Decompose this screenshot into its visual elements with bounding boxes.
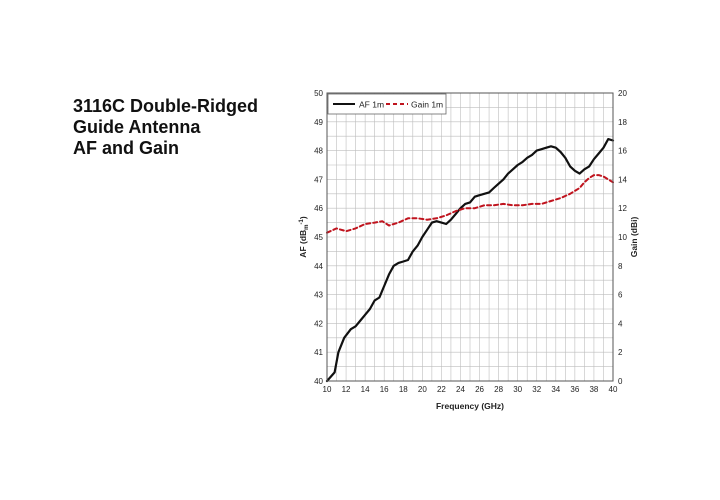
x-tick-label: 26 [475,385,484,394]
series-group [325,138,615,383]
y-right-tick-label: 18 [618,118,627,127]
x-tick-label: 36 [570,385,579,394]
x-tick-labels: 10 12 14 16 18 20 22 24 26 28 30 32 34 36 38 40 [323,385,618,394]
y-left-tick-label: 45 [314,233,323,242]
legend: AF 1m Gain 1m [327,93,447,115]
y-right-axis-label: Gain (dBi) [629,217,639,258]
x-tick-label: 12 [342,385,351,394]
x-tick-label: 30 [513,385,522,394]
x-tick-label: 16 [380,385,389,394]
chart-heading: 3116C Double-Ridged Guide Antenna AF and… [73,96,258,159]
y-right-tick-label: 6 [618,291,623,300]
x-tick-label: 32 [532,385,541,394]
x-tick-label: 22 [437,385,446,394]
x-tick-label: 28 [494,385,503,394]
y-left-tick-labels: 40 41 42 43 44 45 46 47 48 49 50 [314,89,323,386]
plot-frame [326,92,614,382]
y-right-tick-label: 16 [618,147,627,156]
y-right-tick-label: 20 [618,89,627,98]
y-left-tick-label: 50 [314,89,323,98]
x-tick-label: 14 [361,385,370,394]
y-left-tick-label: 40 [314,377,323,386]
grid [327,93,613,381]
y-right-tick-label: 8 [618,262,623,271]
y-left-tick-label: 49 [314,118,323,127]
heading-line-1: 3116C Double-Ridged [73,96,259,116]
heading-line-3: AF and Gain [73,138,180,158]
heading-line-2: Guide Antenna [73,117,201,137]
y-right-tick-label: 10 [618,233,627,242]
y-right-tick-labels: 0 2 4 6 8 10 12 14 16 18 20 [618,89,627,386]
x-tick-label: 38 [589,385,598,394]
legend-label-gain: Gain 1m [411,100,443,110]
y-left-axis-label: AF (dBm-1) [298,216,310,258]
x-tick-label: 40 [609,385,618,394]
x-tick-label: 20 [418,385,427,394]
y-left-tick-label: 41 [314,348,323,357]
x-tick-label: 10 [323,385,332,394]
y-right-tick-label: 0 [618,377,623,386]
y-left-tick-label: 43 [314,291,323,300]
y-right-tick-label: 2 [618,348,623,357]
y-left-tick-label: 46 [314,204,323,213]
y-left-tick-label: 44 [314,262,323,271]
x-tick-label: 18 [399,385,408,394]
x-axis-label: Frequency (GHz) [436,401,504,411]
legend-label-af: AF 1m [359,100,384,110]
af-1m-series-line [325,138,615,383]
x-tick-label: 34 [551,385,560,394]
y-left-tick-label: 48 [314,147,323,156]
x-tick-label: 24 [456,385,465,394]
y-left-tick-label: 42 [314,319,323,328]
gain-1m-series-line [326,174,614,234]
y-right-tick-label: 14 [618,175,627,184]
y-right-tick-label: 12 [618,204,627,213]
y-right-tick-label: 4 [618,319,623,328]
y-left-tick-label: 47 [314,175,323,184]
